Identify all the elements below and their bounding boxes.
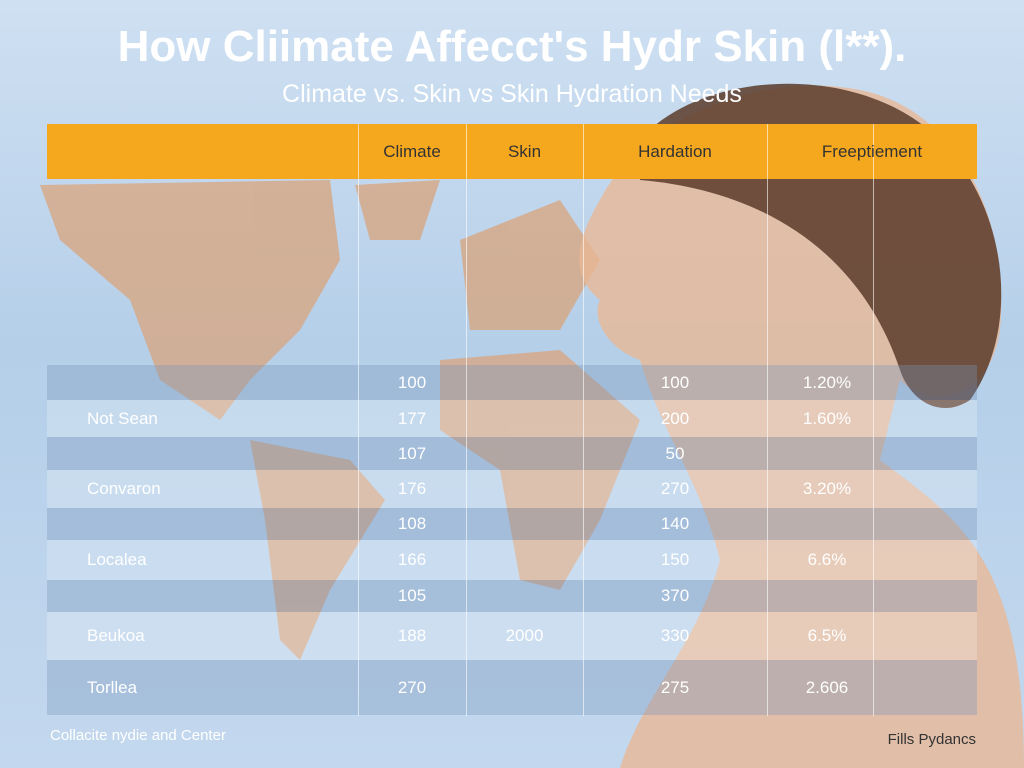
- table-cell: 200: [660, 409, 690, 428]
- footer-left: Collacite nydie and Center: [50, 727, 226, 744]
- table-cell: 105: [397, 586, 427, 605]
- table-cell: 50: [665, 444, 685, 463]
- row-label: Not Sean: [87, 409, 158, 428]
- column-line: [767, 124, 768, 716]
- row-band: [47, 400, 977, 437]
- row-label: Convaron: [87, 479, 161, 498]
- column-header: Skin: [507, 142, 542, 161]
- table-cell: 177: [397, 409, 427, 428]
- row-label: Beukoa: [87, 626, 145, 645]
- table-cell: 140: [660, 514, 690, 533]
- column-line: [466, 124, 467, 716]
- table-cell: 275: [660, 678, 690, 697]
- table-cell: 166: [397, 550, 427, 569]
- column-header: Hardation: [638, 142, 712, 161]
- column-line: [873, 124, 874, 716]
- column-line: [583, 124, 584, 716]
- table-cell: 6.5%: [807, 626, 847, 645]
- table-cell: 270: [660, 479, 690, 498]
- row-label: Localea: [87, 550, 147, 569]
- table-cell: 176: [397, 479, 427, 498]
- table-cell: 330: [660, 626, 690, 645]
- header-band: [47, 124, 977, 179]
- footer-right: Fills Pydancs: [887, 731, 976, 748]
- row-band: [47, 437, 977, 470]
- table-cell: 150: [660, 550, 690, 569]
- row-band: [47, 612, 977, 660]
- table-cell: 1.20%: [802, 373, 852, 392]
- row-band: [47, 660, 977, 715]
- table-cell: 107: [397, 444, 427, 463]
- row-band: [47, 508, 977, 540]
- table-cell: 2000: [505, 626, 544, 645]
- table-cell: 370: [660, 586, 690, 605]
- table-cell: 3.20%: [802, 479, 852, 498]
- table-cell: 108: [397, 514, 427, 533]
- table-cell: 6.6%: [807, 550, 847, 569]
- table-cell: 2.606: [805, 678, 849, 697]
- row-label: Torllea: [87, 678, 138, 697]
- column-line: [358, 124, 359, 716]
- row-band: [47, 365, 977, 400]
- column-header: Climate: [383, 142, 441, 161]
- table-cell: 188: [397, 626, 427, 645]
- row-band: [47, 470, 977, 508]
- row-band: [47, 580, 977, 612]
- table-cell: 1.60%: [802, 409, 852, 428]
- table-cell: 100: [397, 373, 427, 392]
- table-cell: 270: [397, 678, 427, 697]
- table-cell: 100: [660, 373, 690, 392]
- title: How Cliimate Affecct's Hydr Skin (l**).: [117, 22, 907, 71]
- row-band: [47, 540, 977, 580]
- column-header: Freeptiement: [821, 142, 923, 161]
- subtitle: Climate vs. Skin vs Skin Hydration Needs: [282, 80, 742, 108]
